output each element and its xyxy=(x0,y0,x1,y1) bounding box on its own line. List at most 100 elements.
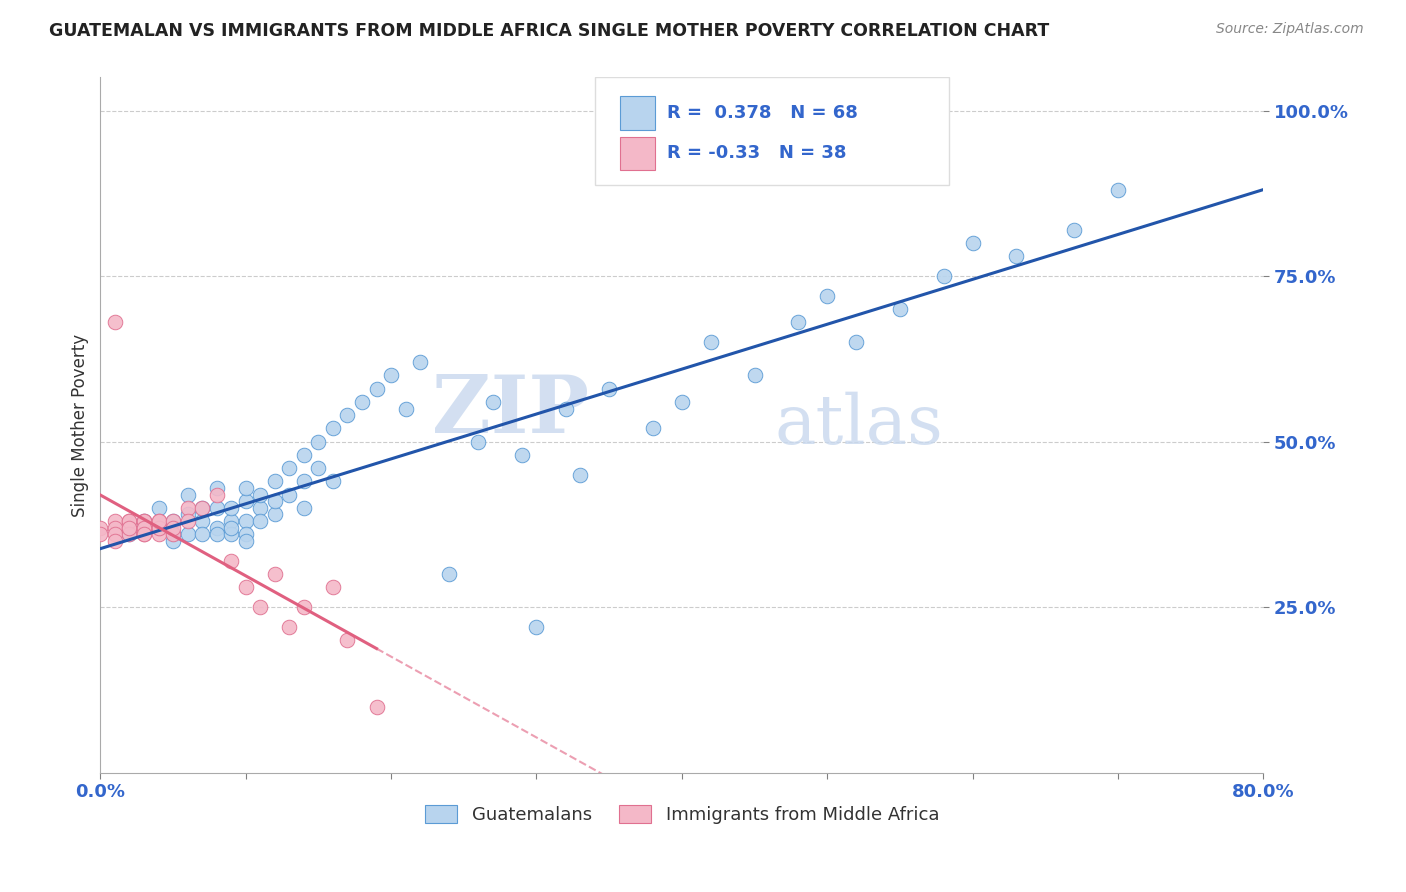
Point xyxy=(235,580,257,594)
Point xyxy=(380,368,402,383)
FancyBboxPatch shape xyxy=(620,136,655,169)
FancyBboxPatch shape xyxy=(620,96,655,129)
Point xyxy=(962,235,984,250)
Point xyxy=(815,289,838,303)
Point xyxy=(292,500,315,515)
Point xyxy=(104,514,127,528)
Text: atlas: atlas xyxy=(775,392,943,458)
Point xyxy=(307,434,329,449)
Point xyxy=(176,488,198,502)
Point xyxy=(118,527,141,541)
Point xyxy=(554,401,576,416)
Point xyxy=(249,488,271,502)
Point xyxy=(162,521,184,535)
Point xyxy=(366,699,388,714)
Point xyxy=(263,475,285,489)
Text: ZIP: ZIP xyxy=(432,372,589,450)
Point xyxy=(176,500,198,515)
Point xyxy=(104,521,127,535)
Point xyxy=(235,533,257,548)
Point xyxy=(249,500,271,515)
Text: Source: ZipAtlas.com: Source: ZipAtlas.com xyxy=(1216,22,1364,37)
Point xyxy=(322,475,344,489)
Point xyxy=(148,527,170,541)
Point xyxy=(132,514,155,528)
Point xyxy=(118,521,141,535)
Point xyxy=(366,382,388,396)
Point xyxy=(132,514,155,528)
Point xyxy=(744,368,766,383)
Point xyxy=(219,514,242,528)
Point xyxy=(132,521,155,535)
Text: R = -0.33   N = 38: R = -0.33 N = 38 xyxy=(666,145,846,162)
Legend: Guatemalans, Immigrants from Middle Africa: Guatemalans, Immigrants from Middle Afri… xyxy=(416,796,948,833)
Point xyxy=(278,620,301,634)
Point xyxy=(467,434,489,449)
Point xyxy=(162,527,184,541)
Point xyxy=(526,620,548,634)
Point xyxy=(889,302,911,317)
Point xyxy=(249,514,271,528)
Point xyxy=(132,521,155,535)
Point xyxy=(787,315,810,329)
Point xyxy=(292,448,315,462)
Point xyxy=(219,554,242,568)
Point xyxy=(350,395,373,409)
Point xyxy=(409,355,432,369)
Point xyxy=(1063,223,1085,237)
Point xyxy=(191,527,214,541)
Point xyxy=(249,600,271,615)
Point xyxy=(336,633,359,648)
Point xyxy=(162,514,184,528)
Point xyxy=(219,527,242,541)
Point xyxy=(176,514,198,528)
Point xyxy=(205,488,228,502)
Point xyxy=(263,494,285,508)
Point xyxy=(205,527,228,541)
Point xyxy=(191,500,214,515)
Text: GUATEMALAN VS IMMIGRANTS FROM MIDDLE AFRICA SINGLE MOTHER POVERTY CORRELATION CH: GUATEMALAN VS IMMIGRANTS FROM MIDDLE AFR… xyxy=(49,22,1049,40)
Point xyxy=(89,527,111,541)
Point xyxy=(148,521,170,535)
Y-axis label: Single Mother Poverty: Single Mother Poverty xyxy=(72,334,89,516)
Point xyxy=(148,514,170,528)
Point xyxy=(176,508,198,522)
Point xyxy=(336,408,359,422)
Point xyxy=(292,475,315,489)
Point xyxy=(1005,249,1028,263)
Point xyxy=(118,514,141,528)
Point xyxy=(235,481,257,495)
Point xyxy=(104,315,127,329)
Point xyxy=(263,508,285,522)
Point xyxy=(162,527,184,541)
Point xyxy=(235,527,257,541)
Point xyxy=(1107,183,1129,197)
Point xyxy=(235,514,257,528)
Point xyxy=(176,527,198,541)
Point xyxy=(932,269,955,284)
Point xyxy=(292,600,315,615)
Point xyxy=(278,461,301,475)
Point xyxy=(118,521,141,535)
Point xyxy=(191,500,214,515)
Point xyxy=(162,533,184,548)
Point xyxy=(118,514,141,528)
Point xyxy=(700,335,723,350)
Point xyxy=(510,448,533,462)
Point xyxy=(205,481,228,495)
Point xyxy=(671,395,693,409)
Point xyxy=(205,521,228,535)
Point xyxy=(219,521,242,535)
Point xyxy=(219,500,242,515)
Point xyxy=(104,533,127,548)
Point xyxy=(191,514,214,528)
FancyBboxPatch shape xyxy=(595,78,949,186)
Point xyxy=(482,395,505,409)
Point xyxy=(148,521,170,535)
Point xyxy=(235,494,257,508)
Point xyxy=(598,382,620,396)
Point xyxy=(322,580,344,594)
Point xyxy=(307,461,329,475)
Point xyxy=(132,514,155,528)
Text: R =  0.378   N = 68: R = 0.378 N = 68 xyxy=(666,103,858,122)
